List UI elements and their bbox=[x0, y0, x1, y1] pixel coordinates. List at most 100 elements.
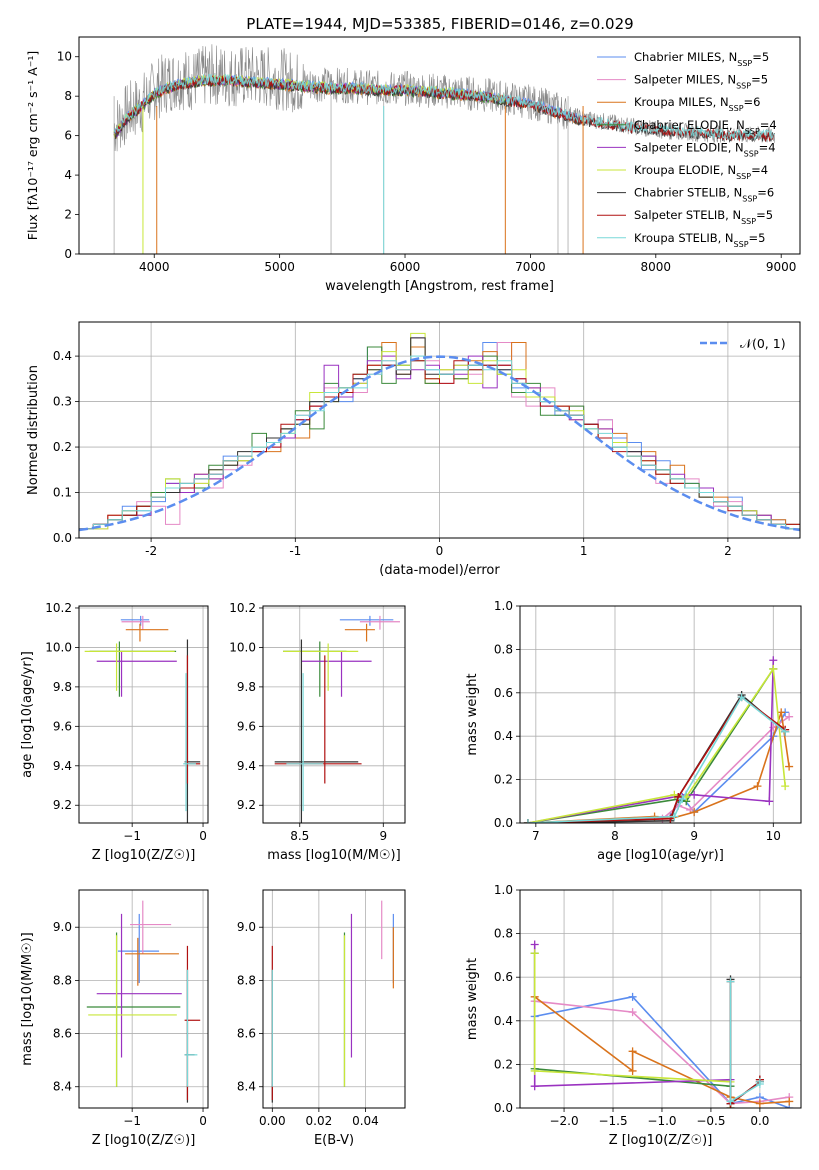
mass-weight-line bbox=[729, 981, 761, 1106]
mass-weight-marker bbox=[777, 708, 786, 717]
x-tick-label: 0 bbox=[199, 1114, 207, 1128]
y-tick-label: 0.2 bbox=[53, 440, 72, 454]
y-tick-label: 9.2 bbox=[53, 798, 72, 812]
mass-weight-marker bbox=[690, 808, 699, 817]
mass-weight-marker bbox=[690, 790, 699, 799]
x-tick-label: 2 bbox=[724, 544, 732, 558]
y-tick-label: 0.4 bbox=[494, 729, 513, 743]
x-tick-label: −1 bbox=[123, 1114, 141, 1128]
axes-frame bbox=[78, 605, 209, 824]
y-axis-label: mass [log10(M/M☉)] bbox=[20, 932, 35, 1065]
age-vs-Z-panel: −1 0 9.2 9.4 9.6 9.8 10.0 10.2 Z [log10(Z/Z☉)] ag… bbox=[20, 601, 209, 863]
y-tick-label: 10.0 bbox=[45, 640, 72, 654]
mass-weight-marker bbox=[530, 940, 539, 949]
y-tick-label: 8.8 bbox=[53, 973, 72, 987]
x-tick-label: 8000 bbox=[641, 260, 672, 274]
histogram-legend: 𝒩(0, 1) bbox=[700, 336, 786, 351]
legend-label: Kroupa ELODIE, NSSP=4 bbox=[634, 163, 768, 181]
y-tick-label: 9.8 bbox=[237, 680, 256, 694]
plot-area bbox=[530, 940, 794, 1108]
x-axis-label: E(B-V) bbox=[314, 1133, 354, 1148]
x-tick-label: 10 bbox=[766, 829, 781, 843]
y-tick-label: 9.4 bbox=[53, 759, 72, 773]
x-tick-label: −1.5 bbox=[598, 1114, 627, 1128]
y-tick-label: 8.4 bbox=[237, 1080, 256, 1094]
x-tick-label: 6000 bbox=[390, 260, 421, 274]
x-tick-label: 0.04 bbox=[352, 1114, 379, 1128]
x-axis-label: age [log10(age/yr)] bbox=[597, 848, 724, 863]
axes-frame bbox=[519, 889, 802, 1109]
y-tick-label: 8.6 bbox=[53, 1027, 72, 1041]
mass-weight-marker bbox=[726, 1097, 735, 1106]
mass-weight-marker bbox=[670, 812, 679, 821]
x-tick-label: -2 bbox=[145, 544, 157, 558]
legend-label: Chabrier MILES, NSSP=5 bbox=[634, 50, 769, 68]
y-tick-label: 0.4 bbox=[53, 349, 72, 363]
legend-label: 𝒩(0, 1) bbox=[740, 336, 786, 351]
y-axis-label: mass weight bbox=[465, 673, 480, 755]
mass-weight-marker bbox=[530, 949, 539, 958]
legend-label: Salpeter ELODIE, NSSP=4 bbox=[634, 140, 776, 158]
y-tick-label: 0.0 bbox=[494, 816, 513, 830]
x-tick-label: 4000 bbox=[139, 260, 170, 274]
y-tick-label: 9.0 bbox=[237, 920, 256, 934]
legend-label: Kroupa MILES, NSSP=6 bbox=[634, 95, 760, 113]
legend-label: Salpeter STELIB, NSSP=5 bbox=[634, 208, 773, 226]
y-tick-label: 0.2 bbox=[494, 773, 513, 787]
plot-area bbox=[271, 900, 394, 1103]
spectrum-legend: Chabrier MILES, NSSP=5 Salpeter MILES, NS… bbox=[597, 50, 777, 248]
y-tick-label: 9.4 bbox=[237, 759, 256, 773]
mass-vs-ebv-panel: 0.00 0.02 0.04 8.4 8.6 8.8 9.0 E(B-V) bbox=[237, 889, 406, 1148]
y-tick-label: 0.0 bbox=[53, 531, 72, 545]
x-axis-label: Z [log10(Z/Z☉)] bbox=[609, 1133, 713, 1148]
x-tick-label: 7 bbox=[532, 829, 540, 843]
y-tick-label: 10 bbox=[57, 50, 72, 64]
mass-weight-marker bbox=[781, 782, 790, 791]
mass-weight-marker bbox=[523, 819, 532, 823]
legend-label: Kroupa STELIB, NSSP=5 bbox=[634, 231, 765, 249]
mass-weight-marker bbox=[678, 795, 687, 804]
mass-weight-marker bbox=[628, 1008, 637, 1017]
x-tick-label: 0.00 bbox=[259, 1114, 286, 1128]
mass-vs-Z-panel: −1 0 8.4 8.6 8.8 9.0 Z [log10(Z/Z☉)] mass [log1… bbox=[20, 889, 209, 1148]
y-tick-label: 9.0 bbox=[53, 920, 72, 934]
chart-layers: 4000 5000 6000 7000 8000 90000246810wavelengt… bbox=[20, 36, 802, 1148]
y-tick-label: 0.8 bbox=[494, 642, 513, 656]
y-tick-label: 9.6 bbox=[237, 719, 256, 733]
plot-area bbox=[79, 332, 800, 538]
plot-area bbox=[86, 900, 201, 1103]
mass-weight-line bbox=[534, 996, 790, 1105]
x-tick-label: 7000 bbox=[515, 260, 546, 274]
axes-frame bbox=[519, 605, 802, 824]
mass-weight-line bbox=[527, 695, 786, 823]
histogram-panel: -2 -1 0 1 2 0.0 0.1 0.2 0.3 0.4 (data-model)/error… bbox=[26, 321, 801, 578]
x-axis-label: wavelength [Angstrom, rest frame] bbox=[325, 279, 554, 294]
x-tick-label: 9000 bbox=[766, 260, 797, 274]
y-tick-label: 9.2 bbox=[237, 798, 256, 812]
x-tick-label: −2.0 bbox=[549, 1114, 578, 1128]
y-tick-label: 0.1 bbox=[53, 486, 72, 500]
mass-weight-marker bbox=[785, 762, 794, 771]
x-tick-label: 5000 bbox=[264, 260, 295, 274]
y-tick-label: 2 bbox=[64, 208, 72, 222]
x-tick-label: 0.0 bbox=[750, 1114, 769, 1128]
mass-weight-marker bbox=[753, 782, 762, 791]
plot-area bbox=[113, 44, 776, 254]
normal-curve bbox=[79, 355, 800, 532]
y-axis-label: mass weight bbox=[465, 958, 480, 1040]
legend-label: Salpeter MILES, NSSP=5 bbox=[634, 73, 768, 91]
figure-title: PLATE=1944, MJD=53385, FIBERID=0146, z=0… bbox=[246, 15, 633, 33]
mass-weight-marker bbox=[781, 727, 790, 736]
mass-weight-marker bbox=[755, 1077, 764, 1086]
y-tick-label: 1.0 bbox=[494, 599, 513, 613]
x-tick-label: -1 bbox=[289, 544, 301, 558]
x-tick-label: 8.5 bbox=[290, 829, 309, 843]
axes-frame bbox=[78, 36, 801, 255]
histogram-step bbox=[79, 355, 800, 538]
y-tick-label: 0.0 bbox=[494, 1101, 513, 1115]
mass-weight-marker bbox=[530, 1082, 539, 1091]
spectrum-panel: 4000 5000 6000 7000 8000 9000 0 2 4 6 8 10 wavelengt… bbox=[25, 36, 801, 294]
y-tick-label: 0.6 bbox=[494, 686, 513, 700]
y-tick-label: 0.8 bbox=[494, 927, 513, 941]
